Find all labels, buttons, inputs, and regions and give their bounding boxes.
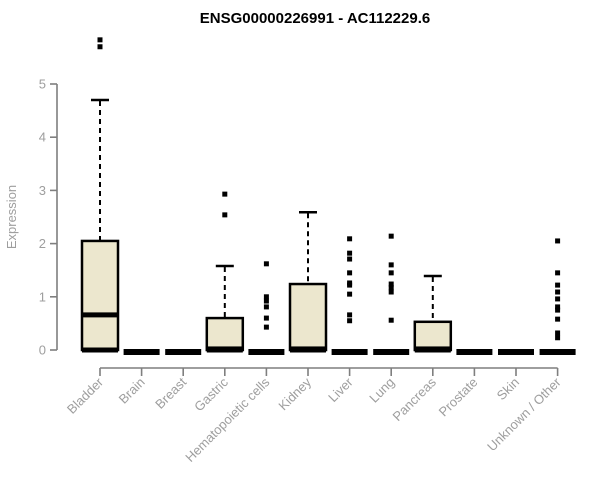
outlier-point	[97, 37, 103, 43]
outlier-point	[555, 335, 561, 341]
x-tick-label: Breast	[152, 374, 189, 411]
x-tick-label: Lung	[366, 375, 397, 406]
outlier-point	[388, 262, 394, 268]
outlier-point	[347, 270, 353, 276]
outlier-point	[263, 324, 269, 330]
flat-box	[539, 349, 576, 355]
y-tick-label: 1	[39, 289, 46, 304]
outlier-point	[388, 270, 394, 276]
box	[80, 239, 120, 352]
x-tick-label: Prostate	[436, 375, 481, 420]
flat-box	[498, 349, 534, 355]
chart-title: ENSG00000226991 - AC112229.6	[200, 10, 430, 27]
flat-box	[123, 349, 160, 355]
box	[205, 316, 245, 352]
median-line	[414, 346, 451, 352]
y-axis-title: Expression	[4, 185, 19, 249]
outlier-point	[347, 250, 353, 256]
outlier-point	[222, 212, 228, 218]
outlier-point	[555, 316, 561, 322]
y-tick-label: 3	[39, 183, 46, 198]
outlier-point	[388, 285, 394, 291]
outlier-point	[347, 282, 353, 288]
y-tick-label: 2	[39, 236, 46, 251]
outlier-point	[263, 261, 269, 267]
y-tick-label: 0	[39, 343, 46, 358]
x-tick-label: Gastric	[191, 374, 231, 414]
median-line	[206, 346, 243, 352]
x-tick-label: Skin	[494, 375, 522, 403]
x-tick-label: Unknown / Other	[484, 374, 564, 454]
y-tick-label: 4	[39, 130, 46, 145]
outlier-point	[97, 44, 103, 50]
flat-box	[456, 349, 493, 355]
outlier-point	[555, 304, 561, 310]
outlier-point	[388, 281, 394, 287]
box	[288, 282, 328, 352]
outlier-point	[263, 315, 269, 321]
outlier-point	[347, 256, 353, 262]
outlier-point	[388, 317, 394, 323]
outlier-point	[347, 291, 353, 297]
outlier-point	[555, 238, 561, 244]
x-tick-label: Kidney	[275, 374, 314, 413]
outlier-point	[555, 307, 561, 313]
flat-box	[248, 349, 285, 355]
box	[413, 320, 453, 352]
outlier-point	[347, 318, 353, 324]
median-line	[82, 312, 118, 318]
outlier-point	[555, 330, 561, 336]
flat-box	[331, 349, 368, 355]
y-tick-label: 5	[39, 77, 46, 92]
x-tick-label: Liver	[325, 374, 356, 405]
outlier-point	[263, 298, 269, 304]
outlier-point	[555, 289, 561, 295]
outlier-point	[388, 289, 394, 295]
outlier-point	[263, 294, 269, 300]
box-bottom-edge	[82, 347, 118, 353]
median-line	[290, 346, 326, 352]
outlier-point	[555, 282, 561, 288]
flat-box	[165, 349, 202, 355]
outlier-point	[555, 296, 561, 302]
outlier-point	[555, 270, 561, 276]
outlier-point	[388, 233, 394, 239]
x-tick-label: Pancreas	[389, 374, 439, 424]
outlier-point	[347, 236, 353, 242]
outlier-point	[347, 312, 353, 318]
outlier-point	[222, 191, 228, 197]
outlier-point	[263, 304, 269, 310]
flat-box	[373, 349, 410, 355]
x-tick-label: Bladder	[64, 374, 107, 417]
x-tick-label: Brain	[116, 375, 148, 407]
